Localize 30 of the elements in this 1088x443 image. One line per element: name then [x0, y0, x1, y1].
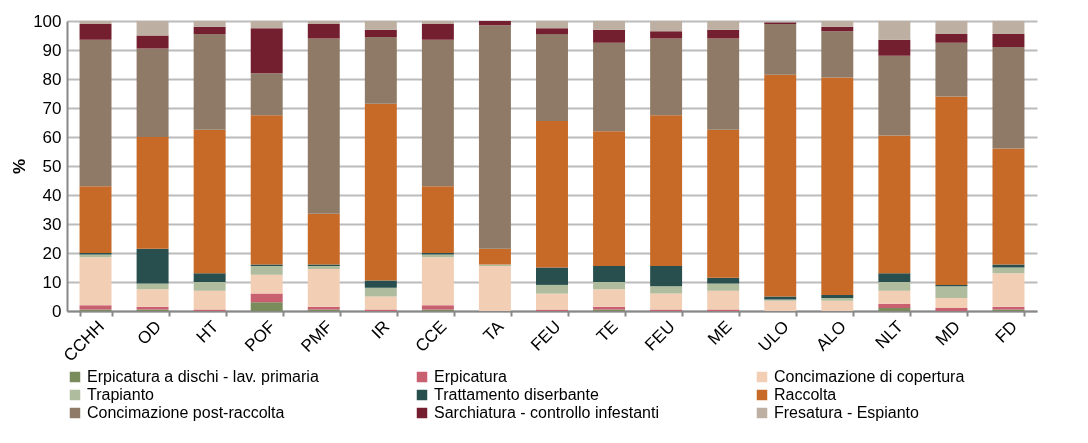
legend-label: Fresatura - Espianto [774, 404, 920, 421]
x-tick-label: TA [479, 316, 508, 345]
y-tick-label: 40 [42, 185, 62, 205]
y-tick-label: 70 [42, 98, 62, 118]
x-tick-label: FD [991, 317, 1021, 347]
x-tick-label: IR [367, 317, 394, 343]
y-tick-label: 0 [52, 301, 62, 321]
x-tick-label: ME [704, 317, 736, 349]
y-tick-label: 10 [42, 272, 62, 292]
y-tick-label: 20 [42, 243, 62, 263]
legend-label: Trapianto [87, 386, 155, 403]
y-axis-title: % [10, 158, 30, 175]
legend-label: Erpicatura a dischi - lav. primaria [87, 368, 319, 385]
legend-label: Sarchiatura - controllo infestanti [434, 404, 659, 421]
legend-label: Raccolta [774, 386, 837, 403]
y-tick-label: 100 [33, 11, 62, 31]
x-tick-label: TE [592, 317, 622, 346]
y-tick-label: 30 [42, 214, 62, 234]
legend-label: Concimazione di copertura [774, 368, 965, 385]
x-tick-label: ULO [754, 317, 793, 356]
y-tick-label: 90 [42, 40, 62, 60]
legend-label: Erpicatura [434, 368, 508, 385]
x-tick-label: OD [133, 317, 166, 349]
y-tick-label: 80 [42, 69, 62, 89]
y-tick-label: 50 [42, 156, 62, 176]
legend-label: Concimazione post-raccolta [87, 404, 285, 421]
y-tick-label: 60 [42, 127, 62, 147]
legend-label: Trattamento diserbante [434, 386, 599, 403]
x-tick-label: HT [192, 317, 223, 347]
x-tick-label: MD [931, 317, 964, 350]
